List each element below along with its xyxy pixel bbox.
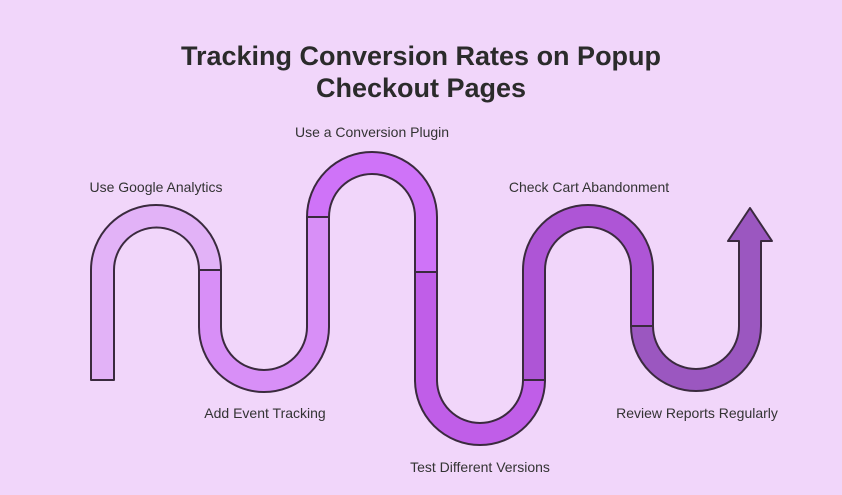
diagram-title: Tracking Conversion Rates on Popup Check… — [0, 40, 842, 104]
title-line-2: Checkout Pages — [315, 73, 527, 103]
path-segment-conversion-plugin — [306, 151, 438, 273]
title-line-1: Tracking Conversion Rates on Popup — [180, 41, 662, 71]
path-segment-google-analytics — [90, 204, 222, 381]
label-google-analytics: Use Google Analytics — [89, 179, 222, 195]
path-segment-review-reports — [630, 207, 773, 392]
label-test-versions: Test Different Versions — [410, 459, 550, 475]
label-review-reports: Review Reports Regularly — [616, 405, 778, 421]
path-segment-test-versions — [414, 271, 546, 446]
path-segment-event-tracking — [198, 216, 330, 393]
label-cart-abandonment: Check Cart Abandonment — [509, 179, 669, 195]
label-event-tracking: Add Event Tracking — [204, 405, 325, 421]
path-segment-cart-abandonment — [522, 204, 654, 381]
label-conversion-plugin: Use a Conversion Plugin — [295, 124, 449, 140]
